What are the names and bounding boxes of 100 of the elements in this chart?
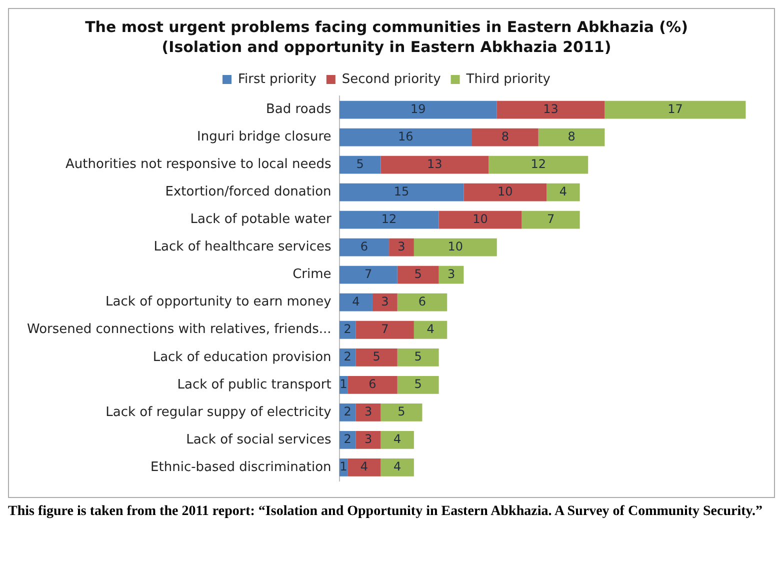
bar (380, 403, 422, 422)
data-label: 4 (360, 460, 368, 474)
legend-label: Third priority (465, 72, 551, 87)
data-label: 6 (418, 294, 426, 308)
bar (488, 156, 588, 174)
data-label: 7 (546, 212, 555, 226)
bar (339, 293, 372, 312)
data-label: 6 (360, 239, 368, 254)
bar (356, 348, 398, 366)
data-label: 16 (398, 129, 414, 144)
data-label: 10 (498, 184, 513, 198)
data-label: 3 (381, 294, 389, 308)
data-label: 17 (668, 102, 683, 116)
data-label: 2 (344, 404, 352, 419)
data-label: 5 (356, 156, 364, 171)
y-tick-label: Lack of opportunity to earn money (106, 294, 332, 310)
data-label: 4 (394, 432, 402, 446)
bar (464, 183, 547, 202)
data-label: 19 (410, 102, 426, 116)
bar (414, 320, 448, 339)
y-tick-label: Lack of social services (186, 432, 332, 448)
data-label: 4 (394, 460, 402, 474)
y-tick-label: Worsened connections with relatives, friends... (26, 322, 332, 338)
data-label: 12 (381, 212, 397, 226)
bar (339, 266, 398, 284)
data-label: 2 (344, 322, 352, 336)
data-label: 15 (394, 184, 410, 198)
bar (356, 430, 381, 449)
data-label: 5 (414, 266, 422, 281)
bar (397, 348, 439, 366)
bar (339, 183, 464, 202)
bar (397, 293, 448, 312)
y-tick-label: Lack of public transport (177, 377, 332, 392)
y-tick-label: Lack of education provision (152, 350, 332, 365)
y-tick-label: Crime (292, 267, 332, 282)
bar (339, 128, 472, 146)
data-label: 4 (426, 322, 434, 336)
bar (339, 403, 356, 422)
data-label: 10 (472, 212, 488, 226)
bar (496, 100, 605, 119)
bar (546, 183, 580, 202)
data-label: 6 (368, 377, 376, 392)
y-tick-label: Lack of regular suppy of electricity (106, 404, 332, 420)
data-label: 5 (372, 350, 380, 364)
data-label: 13 (427, 156, 442, 171)
legend-label: Second priority (342, 72, 442, 87)
bar (397, 376, 439, 394)
data-label: 8 (501, 129, 509, 144)
bar (339, 238, 390, 256)
bar (522, 210, 580, 229)
bar (438, 210, 522, 229)
bar (348, 458, 381, 476)
data-label: 3 (364, 432, 372, 446)
data-label: 4 (559, 184, 568, 198)
y-tick-label: Inguri bridge closure (197, 130, 332, 145)
y-tick-label: Bad roads (266, 102, 332, 118)
bar (339, 348, 356, 366)
legend-label: First priority (238, 72, 317, 87)
y-tick-label: Lack of healthcare services (154, 240, 332, 255)
data-label: 5 (414, 350, 422, 364)
data-label: 2 (344, 350, 352, 364)
text: This figure is taken from the 2011 report: “Isolation and Opportunity in Eastern Abkhazia. A Survey of Community Security.” (8, 503, 764, 521)
bar (339, 156, 381, 174)
data-label: 4 (352, 294, 360, 308)
bar (414, 238, 497, 256)
bar (348, 376, 398, 394)
bar (604, 100, 746, 119)
bar (380, 458, 414, 476)
bar (339, 320, 356, 339)
bar (339, 430, 356, 449)
chart-subtitle: (Isolation and opportunity in Eastern Abkhazia 2011) (162, 38, 612, 56)
chart-title: The most urgent problems facing communities in Eastern Abkhazia (%) (85, 18, 688, 36)
data-label: 7 (364, 266, 372, 281)
data-label: 3 (364, 404, 372, 419)
data-label: 10 (448, 239, 464, 254)
data-label: 8 (568, 129, 576, 144)
y-tick-label: Ethnic-based discrimination (150, 460, 332, 475)
data-label: 1 (340, 377, 348, 392)
bar (389, 238, 414, 256)
data-label: 1 (340, 460, 348, 474)
bar (339, 210, 439, 229)
bar (339, 100, 497, 119)
y-tick-label: Lack of potable water (190, 212, 332, 228)
data-label: 3 (398, 239, 406, 254)
y-tick-label: Extortion/forced donation (165, 184, 332, 200)
bar (380, 430, 414, 449)
bar (380, 156, 489, 174)
bar (538, 128, 605, 146)
bar (356, 403, 381, 422)
data-label: 5 (398, 404, 406, 419)
data-label: 13 (543, 102, 558, 116)
data-label: 5 (414, 377, 422, 392)
bar (356, 320, 414, 339)
bar (397, 266, 439, 284)
data-label: 3 (447, 266, 456, 281)
data-label: 7 (381, 322, 389, 336)
bar (472, 128, 538, 146)
data-label: 12 (530, 156, 546, 171)
y-tick-label: Authorities not responsive to local needs (66, 157, 332, 172)
bar (372, 293, 398, 312)
